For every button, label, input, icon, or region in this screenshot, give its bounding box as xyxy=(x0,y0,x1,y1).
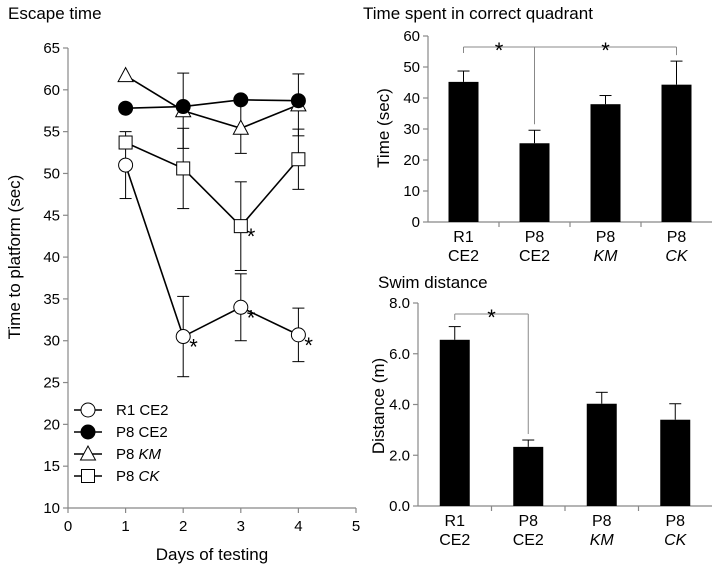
category-label-line2: CK xyxy=(664,532,688,549)
x-tick-label: 3 xyxy=(237,518,245,535)
y-tick-label: 4.0 xyxy=(389,397,410,414)
data-point xyxy=(232,119,250,135)
escape-time-xlabel: Days of testing xyxy=(156,545,268,564)
significance-star: * xyxy=(247,224,256,249)
category-label-line1: P8 xyxy=(665,513,685,530)
data-point xyxy=(233,92,249,108)
legend-label: R1 CE2 xyxy=(116,402,169,419)
data-point xyxy=(117,66,134,83)
x-tick-label: 2 xyxy=(179,518,187,535)
category-label-line1: R1 xyxy=(445,513,466,530)
y-tick-label: 60 xyxy=(403,28,420,45)
y-tick-label: 50 xyxy=(403,59,420,76)
significance-star: * xyxy=(487,305,496,330)
legend-marker xyxy=(81,469,95,483)
category-label-line1: P8 xyxy=(525,229,545,246)
data-point xyxy=(290,93,306,109)
category-label-line1: P8 xyxy=(667,229,687,246)
y-tick-label: 30 xyxy=(403,121,420,138)
data-point xyxy=(118,100,134,116)
y-tick-label: 0 xyxy=(412,214,420,231)
data-point xyxy=(291,152,306,167)
significance-star: * xyxy=(189,335,198,360)
category-label-line1: P8 xyxy=(518,513,538,530)
swim-distance-title: Swim distance xyxy=(378,273,488,292)
significance-star: * xyxy=(601,38,610,63)
y-tick-label: 50 xyxy=(43,165,60,182)
y-tick-label: 35 xyxy=(43,291,60,308)
y-tick-label: 60 xyxy=(43,82,60,99)
category-label-line2: CE2 xyxy=(448,248,479,265)
data-point xyxy=(175,99,191,115)
bar xyxy=(586,403,617,506)
data-point xyxy=(176,161,191,176)
x-tick-label: 5 xyxy=(352,518,360,535)
bar xyxy=(448,81,479,222)
quadrant-bar-plot: 0 10 20 30 40 50 60 R1 CE2 P8 CE2 P8 KM P8 CK * * xyxy=(403,28,712,265)
x-tick-label: 4 xyxy=(294,518,302,535)
category-label-line2: CE2 xyxy=(519,248,550,265)
bar xyxy=(519,143,550,222)
bar xyxy=(660,419,691,506)
y-tick-label: 25 xyxy=(43,375,60,392)
data-point xyxy=(290,327,306,343)
y-tick-label: 65 xyxy=(43,40,60,57)
category-label-line1: P8 xyxy=(596,229,616,246)
category-label-line1: R1 xyxy=(453,229,474,246)
y-tick-label: 15 xyxy=(43,458,60,475)
series-line xyxy=(125,74,299,130)
category-label-line1: P8 xyxy=(592,513,612,530)
y-tick-label: 10 xyxy=(43,500,60,517)
y-tick-label: 40 xyxy=(403,90,420,107)
escape-time-title: Escape time xyxy=(8,4,102,23)
y-tick-label: 10 xyxy=(403,183,420,200)
significance-star: * xyxy=(304,333,313,358)
category-label-line2: CK xyxy=(665,248,689,265)
significance-star: * xyxy=(495,38,504,63)
x-tick-label: 1 xyxy=(121,518,129,535)
y-tick-label: 30 xyxy=(43,333,60,350)
quadrant-ylabel: Time (sec) xyxy=(374,88,393,168)
bar xyxy=(590,104,621,222)
x-tick-label: 0 xyxy=(64,518,72,535)
category-label-line2: CE2 xyxy=(513,532,544,549)
y-tick-label: 20 xyxy=(403,152,420,169)
data-point xyxy=(175,329,191,345)
significance-star: * xyxy=(247,305,256,330)
category-label-line2: KM xyxy=(594,248,619,265)
y-tick-label: 55 xyxy=(43,124,60,141)
legend-label: P8 CK xyxy=(116,468,160,485)
y-tick-label: 40 xyxy=(43,249,60,266)
category-label-line2: KM xyxy=(590,532,615,549)
y-tick-label: 8.0 xyxy=(389,295,410,312)
legend-label: P8 CE2 xyxy=(116,424,168,441)
category-label-line2: CE2 xyxy=(439,532,470,549)
legend-marker xyxy=(79,444,97,461)
series-line xyxy=(125,141,300,228)
y-tick-label: 6.0 xyxy=(389,346,410,363)
swim-distance-bar-plot: 0.0 2.0 4.0 6.0 8.0 R1 CE2 P8 CE2 P8 KM P8 CK * xyxy=(389,295,712,549)
quadrant-title: Time spent in correct quadrant xyxy=(363,4,593,23)
y-tick-label: 0.0 xyxy=(389,498,410,515)
legend-marker xyxy=(80,424,96,440)
series-line xyxy=(124,164,299,338)
y-tick-label: 2.0 xyxy=(389,447,410,464)
bar xyxy=(513,446,544,506)
legend-label: P8 KM xyxy=(116,446,162,463)
data-point xyxy=(118,157,134,173)
data-point xyxy=(118,135,133,150)
bar xyxy=(439,339,470,506)
swim-distance-ylabel: Distance (m) xyxy=(369,358,388,454)
escape-time-ylabel: Time to platform (sec) xyxy=(5,175,24,340)
y-tick-label: 45 xyxy=(43,207,60,224)
data-point xyxy=(233,299,249,315)
data-point xyxy=(233,219,248,234)
bar xyxy=(661,84,692,222)
series-line xyxy=(125,99,299,110)
legend-marker xyxy=(80,402,96,418)
y-tick-label: 20 xyxy=(43,416,60,433)
